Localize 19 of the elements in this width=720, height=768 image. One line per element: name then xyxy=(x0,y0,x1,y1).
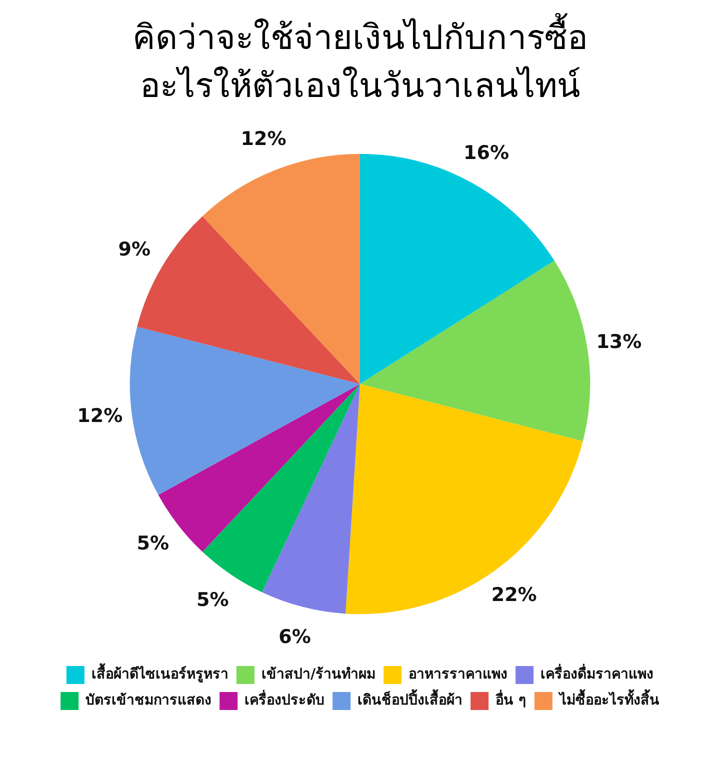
data-label: 12% xyxy=(240,128,286,150)
data-label: 6% xyxy=(278,626,311,648)
legend-label: เดินช็อปปิ้งเสื้อผ้า xyxy=(358,688,463,709)
legend-label: เข้าสปา/ร้านทำผม xyxy=(261,666,376,683)
data-label: 5% xyxy=(136,532,169,555)
legend-label: เครื่องประดับ xyxy=(244,690,325,709)
data-label: 13% xyxy=(596,330,642,353)
chart-title: คิดว่าจะใช้จ่ายเงินไปกับการซื้อ อะไรให้ตัวเองในวันวาเลนไทน์ xyxy=(132,12,588,108)
data-label: 22% xyxy=(491,584,537,606)
legend-label: อาหารราคาแพง xyxy=(408,666,508,683)
data-label: 12% xyxy=(77,404,123,427)
data-label: 16% xyxy=(464,142,510,164)
legend-label: อื่น ๆ xyxy=(496,690,526,709)
legend-label: เครื่องดื่มราคาแพง xyxy=(540,664,654,683)
legend-label: เสื้อผ้าดีไซเนอร์หรูหรา xyxy=(91,662,228,683)
legend-label: ไม่ซื้ออะไรทั้งสิ้น xyxy=(557,688,660,709)
data-label: 9% xyxy=(118,238,150,260)
legend-label: บัตรเข้าชมการแสดง xyxy=(86,692,212,709)
data-label: 5% xyxy=(196,588,229,611)
